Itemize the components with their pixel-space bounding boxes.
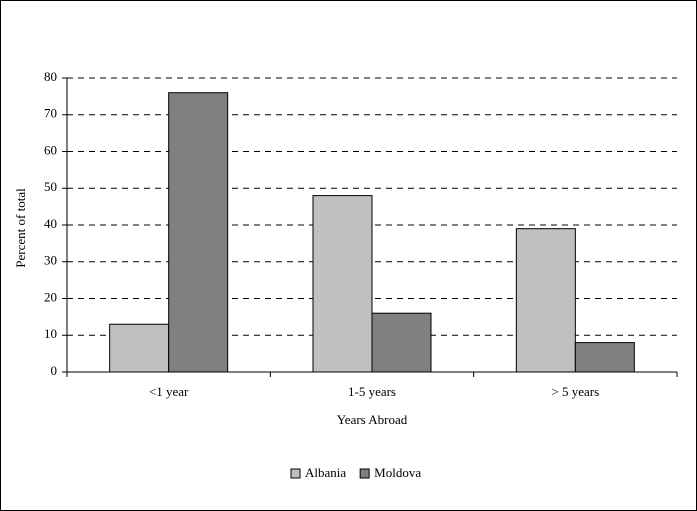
legend-label: Albania — [305, 465, 346, 480]
y-tick-label: 70 — [44, 106, 57, 121]
bar — [168, 92, 229, 373]
x-axis-label: Years Abroad — [337, 412, 408, 427]
y-tick-label: 40 — [44, 216, 57, 231]
bar — [515, 228, 576, 373]
y-tick-label: 30 — [44, 253, 57, 268]
bar — [312, 195, 373, 373]
y-tick-label: 10 — [44, 326, 57, 341]
bar — [371, 312, 432, 373]
y-axis-label: Percent of total — [13, 188, 28, 268]
bar — [109, 323, 170, 373]
y-tick-label: 60 — [44, 142, 57, 157]
x-tick-label: <1 year — [149, 384, 189, 399]
legend-swatch — [290, 468, 301, 479]
x-tick-label: > 5 years — [551, 384, 599, 399]
y-tick-label: 20 — [44, 289, 57, 304]
bar — [574, 342, 635, 373]
y-tick-label: 0 — [51, 363, 58, 378]
y-tick-label: 80 — [44, 69, 57, 84]
legend-label: Moldova — [374, 465, 421, 480]
y-tick-label: 50 — [44, 179, 57, 194]
legend-swatch — [359, 468, 370, 479]
x-tick-label: 1-5 years — [348, 384, 396, 399]
